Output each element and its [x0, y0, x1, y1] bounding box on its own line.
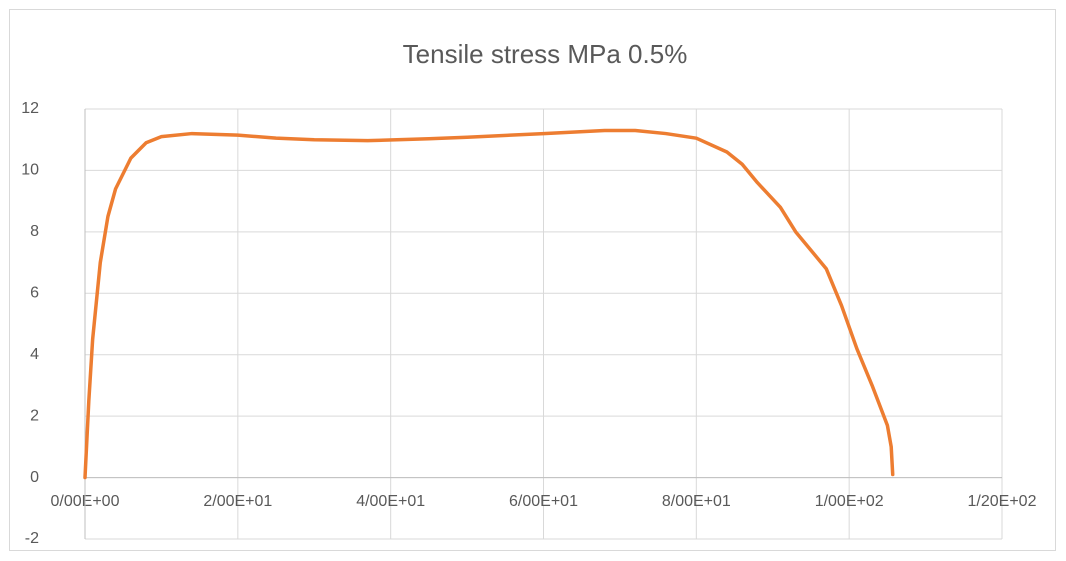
y-tick-label: 0 — [30, 469, 39, 486]
y-tick-label: 6 — [30, 285, 39, 302]
y-tick-label: 10 — [21, 162, 39, 179]
y-tick-label: 4 — [30, 346, 39, 363]
chart-border — [9, 9, 1056, 551]
x-tick-label: 8/00E+01 — [662, 493, 731, 510]
y-tick-label: 12 — [21, 100, 39, 117]
y-tick-label: -2 — [25, 530, 39, 547]
x-tick-label: 6/00E+01 — [509, 493, 578, 510]
x-tick-label: 2/00E+01 — [203, 493, 272, 510]
y-tick-label: 2 — [30, 407, 39, 424]
y-tick-label: 8 — [30, 223, 39, 240]
x-tick-label: 1/00E+02 — [815, 493, 884, 510]
chart-title: Tensile stress MPa 0.5% — [403, 39, 688, 69]
data-line — [83, 128, 895, 480]
x-tick-label: 4/00E+01 — [356, 493, 425, 510]
x-tick-label: 1/20E+02 — [968, 493, 1037, 510]
